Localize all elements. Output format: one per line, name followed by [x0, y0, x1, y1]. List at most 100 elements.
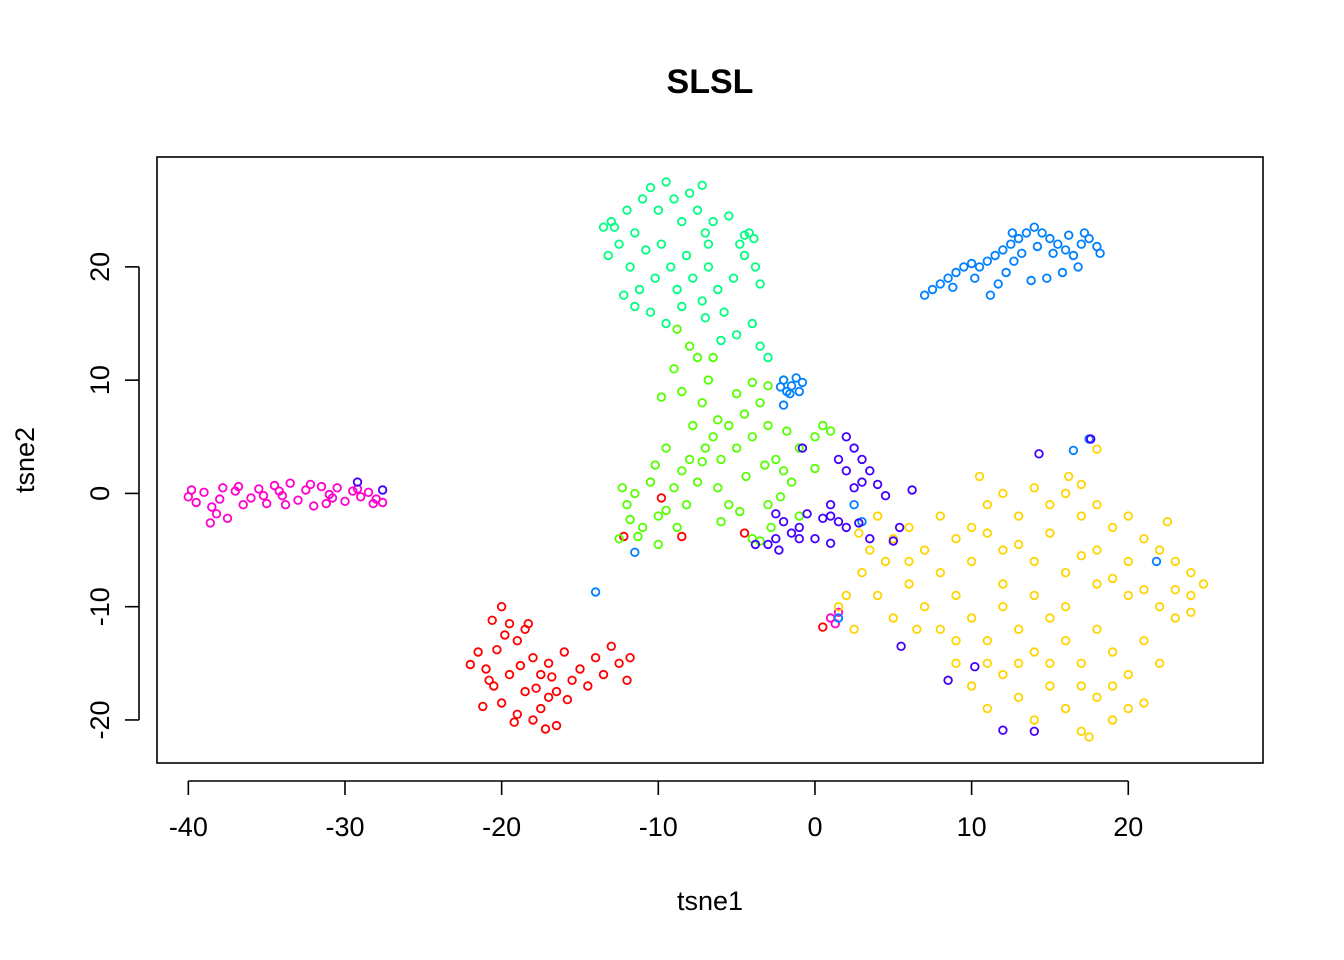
- data-point: [692, 352, 703, 363]
- data-point: [1042, 273, 1052, 283]
- series-3: [614, 324, 836, 550]
- data-point: [849, 443, 859, 453]
- data-point: [327, 493, 338, 503]
- data-point: [744, 228, 754, 238]
- data-point: [735, 239, 745, 249]
- data-point: [1032, 241, 1043, 252]
- data-point: [713, 483, 723, 493]
- data-point: [280, 500, 291, 510]
- data-point: [739, 230, 750, 240]
- data-point: [1068, 250, 1079, 261]
- data-point: [731, 443, 742, 453]
- data-point: [559, 647, 569, 657]
- data-point: [1076, 658, 1086, 668]
- data-point: [974, 262, 985, 272]
- data-point: [810, 534, 820, 544]
- data-point: [849, 624, 859, 634]
- data-point: [763, 420, 773, 431]
- data-point: [1198, 579, 1209, 589]
- data-point: [656, 239, 667, 249]
- data-point: [763, 539, 773, 550]
- data-point: [630, 547, 640, 557]
- data-point: [1045, 233, 1055, 244]
- y-tick-label: 10: [85, 365, 115, 395]
- data-point: [713, 415, 723, 425]
- data-point: [603, 250, 613, 261]
- data-point: [269, 480, 280, 491]
- data-point: [797, 377, 808, 388]
- data-point: [293, 495, 303, 505]
- data-point: [661, 443, 671, 453]
- data-point: [684, 454, 695, 465]
- data-point: [653, 539, 663, 550]
- data-point: [919, 290, 930, 300]
- data-point: [951, 267, 961, 278]
- data-point: [966, 613, 977, 623]
- data-point: [1076, 681, 1086, 691]
- data-point: [512, 709, 522, 719]
- data-point: [669, 364, 679, 374]
- data-point: [1123, 590, 1133, 601]
- data-point: [606, 641, 616, 651]
- data-point: [747, 377, 757, 388]
- data-point: [473, 647, 483, 657]
- data-point: [700, 443, 710, 453]
- data-point: [998, 545, 1008, 555]
- data-point: [794, 511, 804, 521]
- series-0: [183, 478, 844, 629]
- data-point: [598, 669, 609, 680]
- data-point: [763, 352, 773, 363]
- data-point: [700, 228, 710, 238]
- data-point: [810, 432, 820, 442]
- data-point: [254, 484, 264, 494]
- chart-title: SLSL: [667, 63, 754, 101]
- data-point: [1001, 267, 1011, 278]
- data-point: [1060, 636, 1071, 646]
- data-point: [509, 717, 519, 727]
- data-point: [614, 658, 624, 668]
- data-point: [951, 590, 961, 601]
- data-point: [551, 686, 562, 697]
- y-tick-label: -20: [85, 700, 115, 739]
- data-point: [1107, 647, 1118, 657]
- data-point: [755, 341, 765, 351]
- data-point: [1170, 556, 1180, 567]
- data-point: [1162, 517, 1173, 527]
- data-points: [183, 177, 1209, 742]
- data-point: [993, 279, 1003, 289]
- data-point: [810, 463, 820, 474]
- x-tick-label: -20: [482, 812, 521, 842]
- data-point: [547, 672, 557, 682]
- data-point: [543, 658, 554, 668]
- data-point: [1139, 636, 1149, 646]
- data-point: [614, 534, 624, 544]
- data-point: [1060, 568, 1071, 578]
- data-point: [857, 568, 867, 578]
- data-point: [214, 494, 225, 504]
- data-point: [1063, 230, 1074, 240]
- data-point: [998, 725, 1008, 735]
- data-point: [1060, 703, 1071, 714]
- data-point: [794, 386, 804, 397]
- data-point: [1073, 262, 1083, 272]
- data-point: [998, 245, 1008, 255]
- data-point: [731, 330, 742, 340]
- data-point: [1107, 522, 1118, 533]
- data-point: [492, 645, 502, 655]
- data-point: [1170, 585, 1180, 595]
- data-point: [1053, 239, 1063, 249]
- data-point: [880, 491, 891, 501]
- data-point: [528, 653, 538, 663]
- data-point: [1186, 607, 1196, 617]
- data-point: [205, 518, 215, 528]
- data-point: [794, 522, 804, 533]
- data-point: [1021, 228, 1032, 238]
- data-point: [1057, 267, 1068, 278]
- data-point: [982, 658, 992, 668]
- data-point: [857, 477, 867, 487]
- data-point: [1076, 726, 1086, 736]
- data-point: [211, 509, 222, 519]
- data-point: [619, 290, 629, 300]
- data-point: [504, 669, 515, 680]
- data-point: [515, 660, 526, 671]
